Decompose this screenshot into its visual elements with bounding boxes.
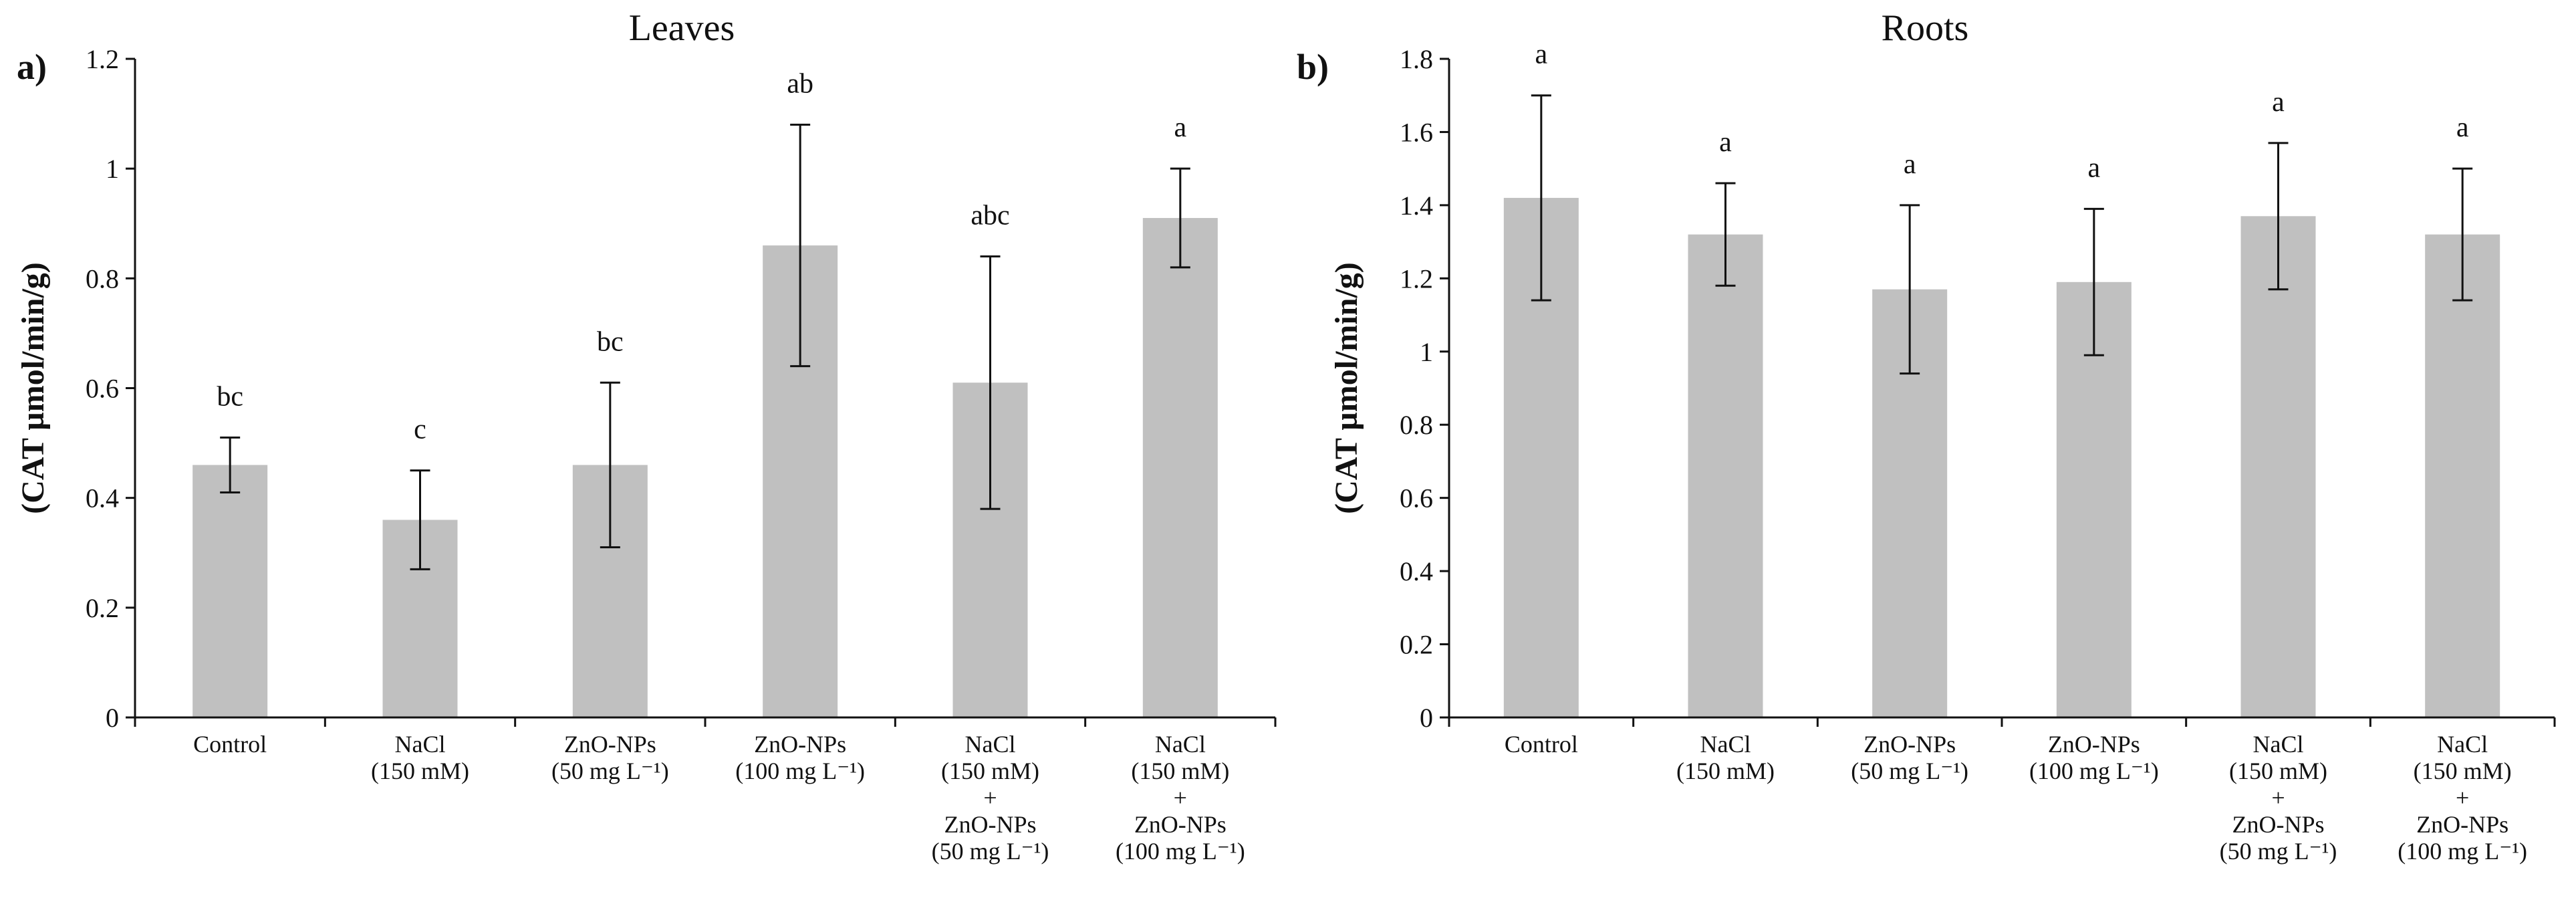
y-axis-label: (CAT µmol/min/g) [1329, 262, 1364, 514]
x-tick-label: NaCl [1700, 731, 1751, 758]
significance-letter: bc [597, 326, 624, 357]
x-tick-label: ZnO-NPs [944, 811, 1036, 838]
significance-letter: a [2456, 112, 2469, 143]
x-tick-label: (50 mg L⁻¹) [551, 758, 669, 784]
bar [2240, 216, 2316, 717]
bar [1688, 234, 1763, 718]
x-tick-label: ZnO-NPs [754, 731, 846, 758]
y-tick-label: 0.8 [86, 263, 119, 294]
x-tick-label: NaCl [2253, 731, 2304, 758]
x-tick-label: + [1174, 784, 1187, 811]
significance-letter: a [1535, 39, 1548, 70]
x-tick-label: Control [193, 731, 267, 758]
chart-panel-1: Leaves a) (CAT µmol/min/g) 0 0.2 0.4 0.6 0.8 1 1.… [15, 7, 1277, 865]
x-tick-label: (150 mM) [941, 758, 1039, 784]
significance-letter: bc [217, 381, 243, 412]
y-tick-label: 0 [1420, 703, 1433, 733]
y-tick-label: 0.2 [1400, 630, 1433, 660]
x-tick-label: (150 mM) [1131, 758, 1229, 784]
significance-letter: abc [971, 201, 1009, 231]
significance-letter: a [1719, 127, 1732, 158]
x-tick-label: + [2271, 784, 2285, 811]
y-tick-label: 1 [1420, 337, 1433, 367]
significance-letter: a [2088, 152, 2101, 183]
x-tick-label: ZnO-NPs [1863, 731, 1956, 758]
significance-letter: ab [787, 69, 813, 100]
significance-letter: a [2272, 87, 2285, 118]
x-tick-label: (150 mM) [2229, 758, 2327, 784]
x-tick-label: ZnO-NPs [1134, 811, 1227, 838]
bar [192, 465, 268, 717]
chart-title: Roots [1882, 7, 1969, 49]
x-tick-label: + [2456, 784, 2469, 811]
chart-panel-2: Roots b) (CAT µmol/min/g) 0 0.2 0.4 0.6 0.8 1 1.2… [1297, 7, 2556, 865]
x-tick-label: ZnO-NPs [564, 731, 656, 758]
significance-letter: c [414, 415, 426, 445]
y-tick-label: 0 [106, 703, 119, 733]
panel-label: b) [1297, 47, 1329, 87]
y-tick-label: 1.8 [1400, 44, 1433, 74]
x-tick-label: (50 mg L⁻¹) [1851, 758, 1968, 784]
x-tick-label: (150 mM) [2414, 758, 2512, 784]
x-tick-label: NaCl [965, 731, 1016, 758]
x-tick-label: (150 mM) [371, 758, 469, 784]
y-tick-label: 1.4 [1400, 191, 1433, 221]
x-tick-label: (150 mM) [1676, 758, 1775, 784]
x-tick-label: (50 mg L⁻¹) [932, 838, 1049, 865]
x-tick-label: (100 mg L⁻¹) [2398, 838, 2527, 865]
y-tick-label: 0.8 [1400, 410, 1433, 440]
x-tick-label: + [983, 784, 997, 811]
y-tick-label: 0.6 [1400, 483, 1433, 514]
significance-letter: a [1904, 149, 1916, 180]
y-tick-label: 0.4 [1400, 556, 1433, 586]
y-tick-label: 0.2 [86, 593, 119, 623]
significance-letter: a [1174, 112, 1187, 143]
bar [1142, 218, 1218, 718]
y-tick-label: 1.6 [1400, 117, 1433, 147]
y-tick-label: 1.2 [86, 44, 119, 74]
x-tick-label: NaCl [1155, 731, 1206, 758]
x-tick-label: (100 mg L⁻¹) [735, 758, 865, 784]
y-tick-label: 0.4 [86, 483, 119, 514]
y-tick-label: 1.2 [1400, 263, 1433, 294]
y-axis-label: (CAT µmol/min/g) [15, 262, 51, 514]
x-tick-label: Control [1505, 731, 1578, 758]
x-tick-label: (100 mg L⁻¹) [1116, 838, 1245, 865]
y-tick-label: 0.6 [86, 374, 119, 404]
x-tick-label: NaCl [2437, 731, 2488, 758]
y-tick-label: 1 [106, 154, 119, 184]
panel-label: a) [17, 47, 47, 87]
x-tick-label: NaCl [395, 731, 446, 758]
bar [2425, 234, 2500, 718]
chart-title: Leaves [629, 7, 735, 49]
x-tick-label: ZnO-NPs [2232, 811, 2324, 838]
x-tick-label: (100 mg L⁻¹) [2029, 758, 2159, 784]
x-tick-label: ZnO-NPs [2416, 811, 2508, 838]
x-tick-label: ZnO-NPs [2048, 731, 2140, 758]
x-tick-label: (50 mg L⁻¹) [2220, 838, 2337, 865]
